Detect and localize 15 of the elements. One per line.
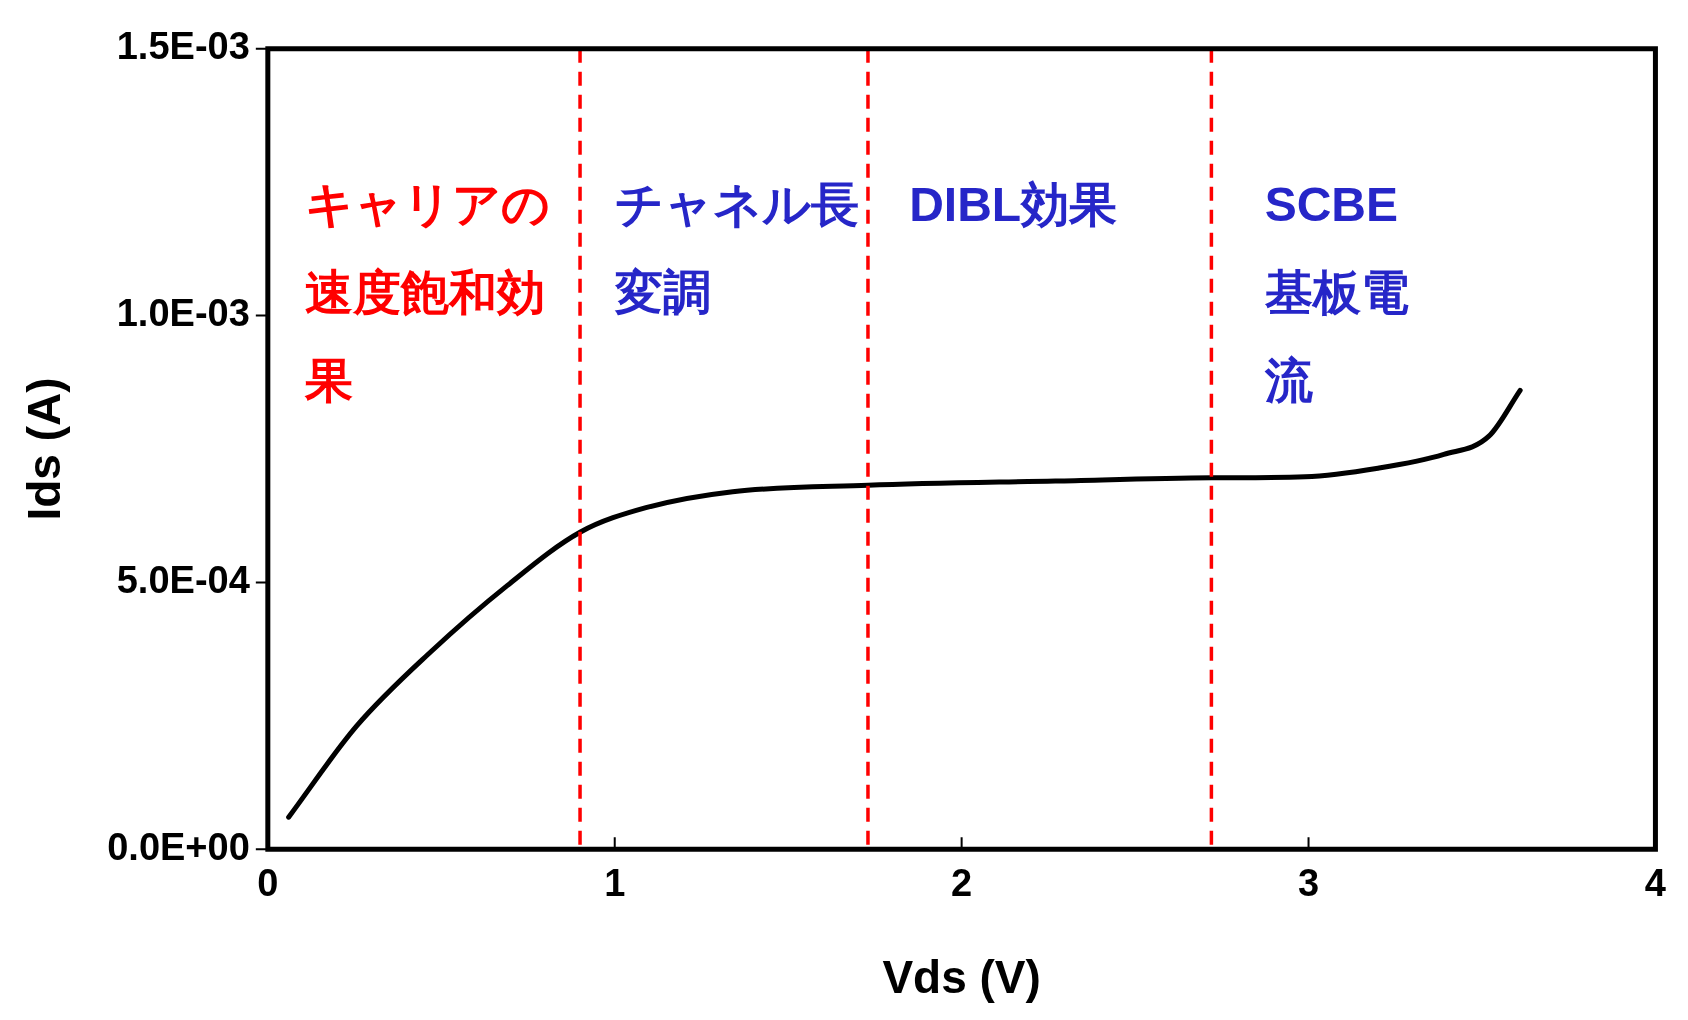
x-tick-label: 2 (951, 862, 973, 905)
annotation: キャリアの速度飽和効果 (305, 176, 552, 409)
x-tick-label: 0 (257, 862, 279, 905)
y-tick-label: 5.0E-04 (116, 558, 250, 601)
y-tick-label: 1.0E-03 (116, 292, 250, 335)
annotation: SCBE基板電流 (1264, 176, 1410, 409)
y-tick-label: 0.0E+00 (107, 825, 250, 868)
annotation: チャネル長変調 (614, 176, 860, 321)
annotation: DIBL効果 (909, 177, 1118, 231)
y-tick-label: 1.5E-03 (116, 25, 250, 68)
x-tick-label: 3 (1297, 862, 1320, 905)
x-tick-label: 1 (604, 862, 626, 905)
x-axis-title: Vds (V) (882, 951, 1041, 1004)
y-axis-title: Ids (A) (18, 377, 71, 521)
x-tick-label: 4 (1644, 862, 1666, 905)
